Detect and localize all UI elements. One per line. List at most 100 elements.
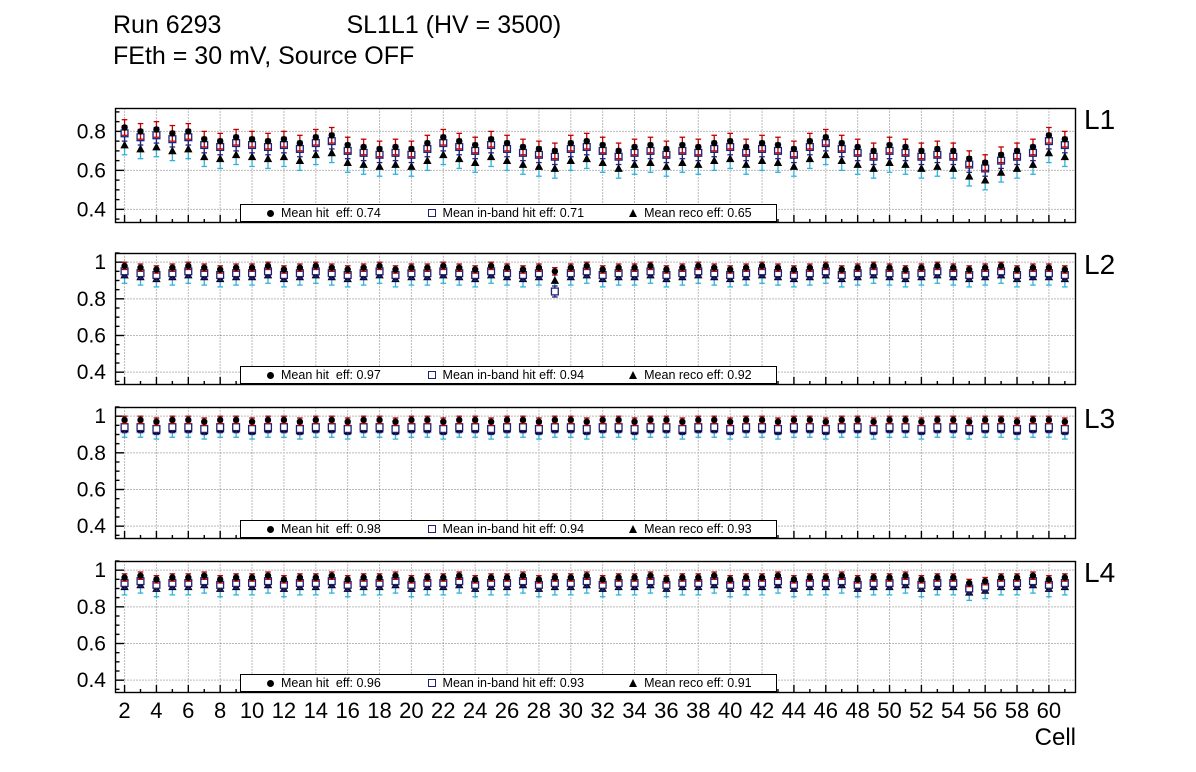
reco-marker-icon bbox=[629, 371, 638, 379]
svg-text:16: 16 bbox=[335, 698, 359, 723]
inband-marker-icon bbox=[427, 525, 436, 533]
svg-text:0.6: 0.6 bbox=[77, 159, 106, 182]
legend-entry-inband: Mean in-band hit eff: 0.94 bbox=[407, 521, 605, 537]
plot-title: Run 6293 SL1L1 (HV = 3500) FEth = 30 mV, … bbox=[113, 10, 561, 72]
svg-text:38: 38 bbox=[686, 698, 710, 723]
svg-text:30: 30 bbox=[559, 698, 583, 723]
svg-text:34: 34 bbox=[622, 698, 646, 723]
chamber-label: SL1L1 (HV = 3500) bbox=[346, 11, 562, 39]
svg-text:42: 42 bbox=[750, 698, 774, 723]
svg-text:36: 36 bbox=[654, 698, 678, 723]
svg-text:1: 1 bbox=[94, 251, 106, 274]
legend-entry-reco: Mean reco eff: 0.93 bbox=[605, 521, 776, 537]
svg-text:24: 24 bbox=[463, 698, 487, 723]
svg-text:40: 40 bbox=[718, 698, 742, 723]
legend-reco-label: Mean reco eff: 0.92 bbox=[644, 368, 752, 382]
svg-text:1: 1 bbox=[94, 405, 106, 428]
svg-text:0.8: 0.8 bbox=[77, 288, 106, 311]
run-label: Run 6293 bbox=[113, 11, 222, 39]
svg-text:32: 32 bbox=[590, 698, 614, 723]
svg-text:14: 14 bbox=[304, 698, 328, 723]
svg-text:56: 56 bbox=[973, 698, 997, 723]
svg-text:50: 50 bbox=[877, 698, 901, 723]
legend-entry-hit: Mean hit eff: 0.74 bbox=[241, 205, 407, 221]
svg-text:0.4: 0.4 bbox=[77, 669, 107, 692]
plot-area-L4: 0.4 0.6 0.8 1 2 4 6 8 10 12 14 16 18 20 22 24 26 28 30 32 34… bbox=[0, 559, 1196, 731]
svg-text:54: 54 bbox=[941, 698, 965, 723]
legend-entry-hit: Mean hit eff: 0.98 bbox=[241, 521, 407, 537]
panel-L2: 0.4 0.6 0.8 1 Mean hit eff: 0.97 Mean in-ba… bbox=[0, 249, 1196, 386]
legend-reco-label: Mean reco eff: 0.65 bbox=[644, 206, 752, 220]
panel-label-L4: L4 bbox=[1084, 557, 1116, 588]
svg-text:28: 28 bbox=[527, 698, 551, 723]
svg-text:2: 2 bbox=[118, 698, 130, 723]
svg-text:0.8: 0.8 bbox=[77, 442, 106, 465]
panel-plot-svg: 0.40.60.812 4 6 8 10 12 14 16 18 20 22 24 26 28 30 32 34… bbox=[77, 559, 1077, 723]
legend-L2: Mean hit eff: 0.97 Mean in-band hit eff:… bbox=[240, 366, 777, 384]
svg-text:48: 48 bbox=[845, 698, 869, 723]
title-line-2: FEth = 30 mV, Source OFF bbox=[113, 42, 415, 70]
legend-entry-reco: Mean reco eff: 0.92 bbox=[605, 367, 776, 383]
svg-text:0.4: 0.4 bbox=[77, 515, 107, 538]
svg-text:6: 6 bbox=[182, 698, 194, 723]
legend-entry-hit: Mean hit eff: 0.96 bbox=[241, 675, 407, 691]
svg-text:0.6: 0.6 bbox=[77, 633, 106, 656]
legend-entry-hit: Mean hit eff: 0.97 bbox=[241, 367, 407, 383]
reco-marker-icon bbox=[629, 209, 638, 217]
inband-marker-icon bbox=[427, 209, 436, 217]
legend-inband-label: Mean in-band hit eff: 0.94 bbox=[442, 522, 585, 536]
legend-L3: Mean hit eff: 0.98 Mean in-band hit eff:… bbox=[240, 520, 777, 538]
panel-label-L2: L2 bbox=[1084, 249, 1116, 280]
svg-text:26: 26 bbox=[495, 698, 519, 723]
hit-marker-icon bbox=[267, 371, 274, 379]
title-line-1: Run 6293 SL1L1 (HV = 3500) bbox=[113, 10, 561, 41]
svg-text:0.4: 0.4 bbox=[77, 198, 107, 221]
inband-marker-icon bbox=[427, 679, 436, 687]
legend-entry-inband: Mean in-band hit eff: 0.71 bbox=[407, 205, 605, 221]
panel-plot-svg: 0.4 0.6 0.8 bbox=[77, 107, 1077, 224]
plot-area-L1: 0.4 0.6 0.8 bbox=[0, 107, 1196, 227]
svg-text:52: 52 bbox=[909, 698, 933, 723]
legend-hit-label: Mean hit eff: 0.96 bbox=[281, 676, 381, 690]
legend-inband-label: Mean in-band hit eff: 0.94 bbox=[442, 368, 585, 382]
svg-text:1: 1 bbox=[94, 559, 106, 582]
x-axis-title: Cell bbox=[1034, 724, 1076, 751]
svg-text:58: 58 bbox=[1005, 698, 1029, 723]
legend-reco-label: Mean reco eff: 0.93 bbox=[644, 522, 752, 536]
panel-plot-svg: 0.4 0.6 0.8 1 bbox=[77, 251, 1077, 386]
panel-L1: 0.4 0.6 0.8 Mean hit eff: 0.74 Mean in-ban… bbox=[0, 104, 1196, 224]
legend-entry-inband: Mean in-band hit eff: 0.94 bbox=[407, 367, 605, 383]
svg-text:0.8: 0.8 bbox=[77, 120, 106, 143]
legend-inband-label: Mean in-band hit eff: 0.93 bbox=[442, 676, 585, 690]
legend-entry-reco: Mean reco eff: 0.65 bbox=[605, 205, 776, 221]
svg-text:0.6: 0.6 bbox=[77, 325, 106, 348]
legend-entry-inband: Mean in-band hit eff: 0.93 bbox=[407, 675, 605, 691]
svg-text:4: 4 bbox=[150, 698, 162, 723]
svg-text:44: 44 bbox=[782, 698, 806, 723]
panel-L4: 0.4 0.6 0.8 1 2 4 6 8 10 12 14 16 18 20 22 24 26 28 30 32 34… bbox=[0, 557, 1196, 723]
panel-L3: 0.4 0.6 0.8 1 Mean hit eff: 0.98 Mean in-ba… bbox=[0, 403, 1196, 540]
svg-text:8: 8 bbox=[214, 698, 226, 723]
legend-L1: Mean hit eff: 0.74 Mean in-band hit eff:… bbox=[240, 204, 777, 222]
hit-marker-icon bbox=[267, 679, 274, 687]
svg-text:60: 60 bbox=[1037, 698, 1061, 723]
svg-text:0.8: 0.8 bbox=[77, 596, 106, 619]
legend-reco-label: Mean reco eff: 0.91 bbox=[644, 676, 752, 690]
plot-area-L2: 0.4 0.6 0.8 1 bbox=[0, 251, 1196, 389]
panel-label-L1: L1 bbox=[1084, 104, 1116, 135]
svg-text:10: 10 bbox=[240, 698, 264, 723]
svg-text:46: 46 bbox=[814, 698, 838, 723]
svg-text:22: 22 bbox=[431, 698, 455, 723]
legend-L4: Mean hit eff: 0.96 Mean in-band hit eff:… bbox=[240, 674, 777, 692]
svg-text:0.4: 0.4 bbox=[77, 361, 107, 384]
inband-marker-icon bbox=[427, 371, 436, 379]
legend-hit-label: Mean hit eff: 0.74 bbox=[281, 206, 381, 220]
panel-label-L3: L3 bbox=[1084, 403, 1116, 434]
legend-entry-reco: Mean reco eff: 0.91 bbox=[605, 675, 776, 691]
svg-text:18: 18 bbox=[367, 698, 391, 723]
svg-text:12: 12 bbox=[272, 698, 296, 723]
legend-hit-label: Mean hit eff: 0.98 bbox=[281, 522, 381, 536]
reco-marker-icon bbox=[629, 525, 638, 533]
legend-inband-label: Mean in-band hit eff: 0.71 bbox=[442, 206, 585, 220]
